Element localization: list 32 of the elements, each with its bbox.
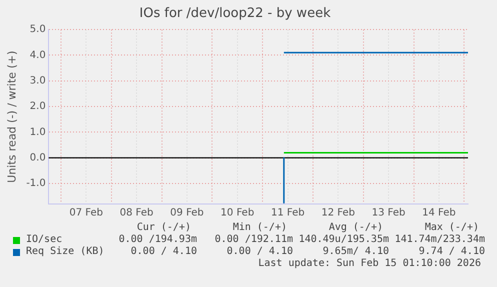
text: Avg (-/+) (328, 222, 383, 234)
text: 0.00 / 4.10 (130, 246, 197, 257)
x-tick-label: 12 Feb (321, 208, 355, 219)
y-tick-label: 3.0 (30, 75, 46, 86)
x-tick-label: 08 Feb (120, 208, 154, 219)
x-tick-label: 13 Feb (372, 208, 406, 219)
text: Last update: Sun Feb 15 01:10:00 2026 (257, 258, 482, 270)
text: 0.00 /194.93m (118, 234, 197, 246)
y-tick-label: 4.0 (30, 50, 46, 61)
text: 140.49u/195.35m (298, 234, 389, 246)
text: 141.74m/233.34m (394, 234, 485, 246)
chart-title: IOs for /dev/loop22 - by week (139, 6, 332, 22)
x-tick-label: 14 Feb (422, 208, 456, 219)
text: 0.00 /192.11m (214, 234, 293, 246)
y-tick-label: 5.0 (30, 24, 46, 36)
y-tick-label: 0.0 (30, 152, 46, 164)
x-tick-label: 11 Feb (270, 208, 305, 219)
legend-label: Req Size (KB) (26, 246, 104, 258)
y-axis-title: Units read (-) / write (+) (5, 50, 18, 183)
text: 9.65m/ 4.10 (322, 246, 389, 258)
y-tick-label: -1.0 (26, 178, 46, 190)
text: 9.74 / 4.10 (418, 246, 485, 258)
text: Max (-/+) (424, 222, 479, 234)
text: Cur (-/+) (136, 222, 191, 234)
y-tick-label: 2.0 (30, 101, 46, 112)
text: 0.00 / 4.10 (226, 246, 293, 258)
legend-label: IO/sec (26, 234, 64, 246)
y-tick-label: 1.0 (30, 126, 46, 138)
x-tick-label: 09 Feb (170, 208, 204, 219)
x-tick-label: 10 Feb (220, 208, 254, 219)
x-tick-label: 07 Feb (69, 208, 103, 219)
text: Min (-/+) (232, 222, 287, 234)
